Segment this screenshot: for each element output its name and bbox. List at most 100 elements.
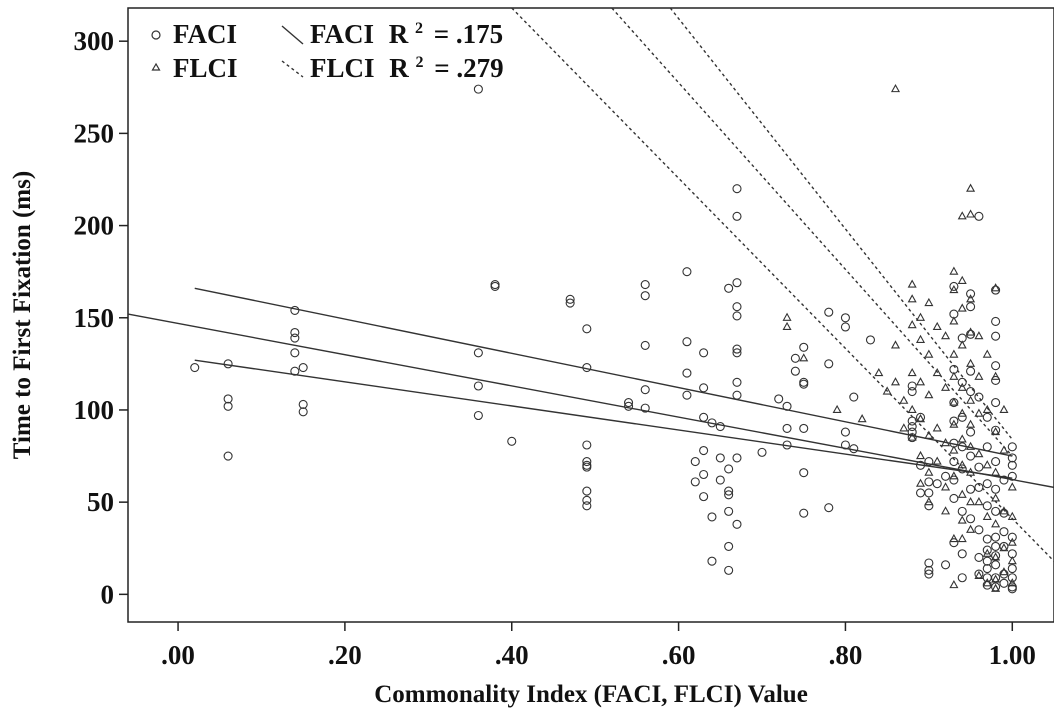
- faci-point: [732, 377, 742, 387]
- faci-point: [732, 348, 742, 358]
- faci-point: [1007, 460, 1017, 470]
- faci-fit-line: [194, 359, 1013, 479]
- faci-point: [966, 427, 976, 437]
- faci-point: [298, 407, 308, 417]
- faci-point: [1007, 563, 1017, 574]
- flci-point: [982, 548, 992, 557]
- flci-point: [932, 321, 942, 331]
- flci-point: [991, 467, 1001, 476]
- faci-point: [991, 375, 1001, 386]
- plot-frame: [127, 7, 1054, 623]
- flci-point: [907, 320, 917, 329]
- flci-point: [957, 303, 967, 312]
- faci-point: [582, 324, 592, 334]
- faci-point: [974, 392, 984, 402]
- faci-point: [991, 560, 1001, 570]
- faci-point: [724, 283, 734, 293]
- faci-point: [732, 519, 742, 529]
- faci-point: [699, 469, 709, 480]
- flci-point: [949, 349, 959, 358]
- faci-point: [640, 280, 650, 290]
- faci-point: [223, 359, 233, 369]
- y-tick-label: 250: [74, 118, 115, 148]
- faci-point: [582, 495, 592, 505]
- faci-point: [473, 84, 483, 94]
- flci-point: [957, 434, 967, 443]
- flci-point: [782, 321, 792, 331]
- flci-point: [932, 456, 942, 465]
- flci-point: [949, 471, 959, 480]
- faci-point: [732, 344, 742, 354]
- faci-point: [982, 412, 992, 422]
- faci-point: [840, 427, 850, 437]
- flci-point: [907, 279, 917, 288]
- flci-point: [924, 349, 934, 358]
- faci-point: [640, 340, 650, 350]
- faci-point: [949, 493, 959, 504]
- faci-point: [1007, 471, 1017, 481]
- faci-fit-line: [194, 287, 1013, 457]
- legend-fit-sup: 2: [415, 20, 423, 37]
- flci-point: [982, 404, 992, 414]
- flci-point: [966, 441, 976, 450]
- faci-point: [999, 527, 1009, 537]
- faci-point: [565, 294, 575, 304]
- faci-point: [991, 361, 1001, 371]
- faci-point: [940, 560, 951, 570]
- faci-point: [966, 451, 976, 461]
- faci-point: [473, 410, 483, 421]
- flci-point: [974, 408, 984, 417]
- legend-circle-marker: [151, 30, 161, 40]
- flci-point: [941, 382, 951, 391]
- faci-point: [298, 362, 308, 373]
- faci-point: [949, 281, 959, 291]
- flci-point: [957, 211, 967, 220]
- faci-point: [690, 457, 700, 467]
- faci-point: [824, 503, 834, 513]
- faci-point: [732, 278, 742, 288]
- flci-point: [991, 574, 1001, 583]
- faci-point: [907, 386, 917, 397]
- faci-point: [924, 501, 934, 511]
- flci-point: [915, 312, 926, 321]
- legend-label-faci-fit: FACI R 2 = .175: [310, 9, 503, 49]
- faci-point: [699, 412, 709, 422]
- faci-point: [966, 366, 976, 376]
- faci-point: [724, 541, 734, 551]
- faci-point: [991, 285, 1001, 295]
- legend-fit-sup: 2: [416, 54, 424, 71]
- flci-point: [915, 450, 926, 460]
- faci-point: [290, 333, 300, 343]
- faci-point: [991, 398, 1001, 408]
- flci-point: [974, 570, 984, 579]
- flci-point: [999, 567, 1009, 576]
- flci-point: [874, 367, 884, 377]
- flci-point: [915, 414, 926, 423]
- faci-point: [582, 362, 592, 373]
- faci-point: [290, 366, 300, 376]
- faci-point: [699, 445, 709, 456]
- flci-point: [991, 426, 1001, 436]
- faci-point: [707, 512, 717, 522]
- x-tick-label: .20: [328, 640, 362, 670]
- flci-point: [915, 377, 926, 386]
- flci-point: [966, 294, 976, 303]
- faci-point: [957, 442, 967, 452]
- flci-point: [907, 432, 917, 441]
- faci-point: [623, 401, 634, 411]
- faci-point: [699, 492, 709, 502]
- flci-point: [982, 578, 992, 587]
- flci-point: [899, 423, 909, 432]
- faci-point: [957, 377, 967, 387]
- faci-point: [999, 475, 1009, 485]
- flci-point: [966, 183, 976, 192]
- y-tick-label: 50: [87, 487, 114, 517]
- faci-point: [982, 501, 992, 511]
- flci-point: [999, 404, 1009, 414]
- faci-point: [682, 337, 692, 347]
- faci-point: [724, 565, 734, 575]
- faci-point: [840, 322, 850, 332]
- faci-point: [1007, 453, 1017, 463]
- faci-point: [223, 401, 233, 411]
